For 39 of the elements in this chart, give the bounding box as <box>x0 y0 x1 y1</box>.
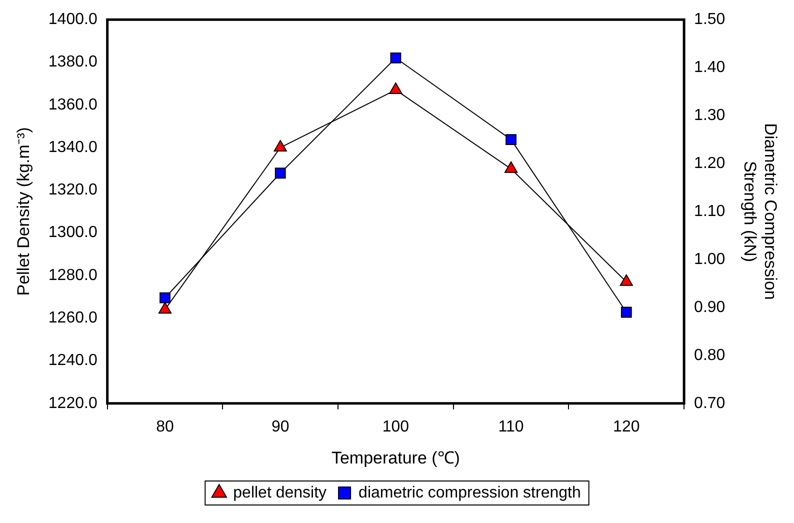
point <box>274 168 286 179</box>
point <box>158 302 172 314</box>
y-tick-label: 1260.0 <box>48 310 98 327</box>
y-axis-title: Pellet Density (kg.m⁻³) <box>14 127 33 296</box>
x-tick-label: 100 <box>382 418 410 436</box>
y2-tick-label: 0.80 <box>694 346 726 364</box>
y2-axis-title: Diametric Compression Strength (kN) <box>740 123 780 300</box>
point <box>390 52 402 64</box>
y2-tick-label: 1.20 <box>694 154 726 172</box>
y-tick-label: 1360.0 <box>48 96 98 114</box>
legend-label: diametric compression strength <box>358 484 581 502</box>
x-tick-label: 120 <box>613 418 640 436</box>
y2-tick-label: 1.00 <box>694 250 726 268</box>
legend-label: pellet density <box>233 484 327 502</box>
y2-tick-label: 1.10 <box>694 202 726 220</box>
x-tick-label: 80 <box>156 418 174 436</box>
y2-tick-label: 0.90 <box>694 298 726 316</box>
x-tick-label: 110 <box>498 418 524 436</box>
x-tick-label: 90 <box>271 418 290 436</box>
point <box>389 82 402 94</box>
y2-tick-label: 1.30 <box>694 106 726 124</box>
y-tick-label: 1320.0 <box>48 182 98 199</box>
y2-tick-label: 1.40 <box>694 58 726 76</box>
y-tick-label: 1400.0 <box>48 11 98 28</box>
x-axis-title: Temperature (℃) <box>331 448 460 468</box>
y-tick-label: 1240.0 <box>48 352 98 370</box>
y-tick-label: 1380.0 <box>48 54 98 71</box>
y2-tick-label: 0.70 <box>694 394 726 412</box>
point <box>504 161 518 173</box>
y-tick-label: 1280.0 <box>48 266 98 284</box>
point <box>274 140 287 152</box>
y-tick-label: 1300.0 <box>48 224 98 242</box>
point <box>620 274 633 286</box>
point <box>506 134 516 145</box>
y2-tick-label: 1.50 <box>694 11 726 28</box>
y-tick-label: 1220.0 <box>48 394 98 412</box>
point <box>160 292 170 304</box>
y-tick-label: 1340.0 <box>48 138 98 156</box>
point <box>620 306 632 318</box>
